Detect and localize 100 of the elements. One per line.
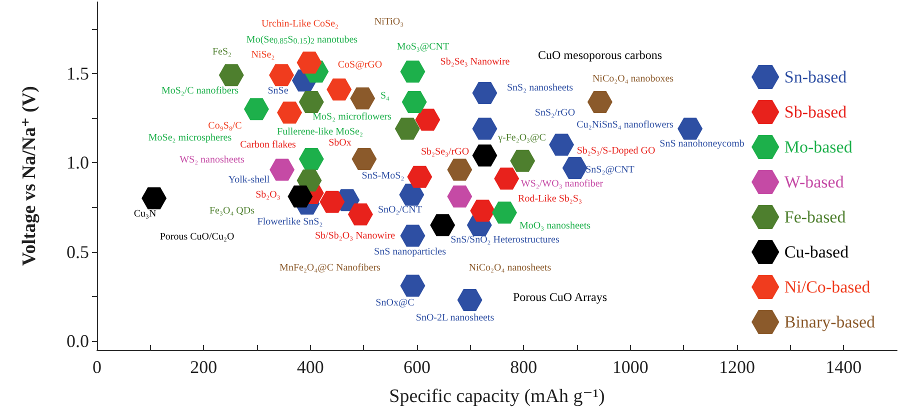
annotation: Cu₂NiSnS₄ nanoflowers	[576, 120, 674, 130]
legend-label: Cu-based	[784, 242, 850, 262]
annotation: Flowerlike SnS₂	[257, 216, 323, 228]
point	[326, 78, 352, 100]
point	[142, 187, 167, 210]
annotation: NiCo₂O₄ nanosheets	[468, 262, 552, 274]
point	[269, 64, 294, 86]
point	[218, 64, 244, 86]
annotation: MoO₃ nanosheets	[520, 220, 591, 232]
annotation: SnS nanoparticles	[374, 246, 446, 258]
annotation: Sb₂Se₃/rGO	[420, 146, 470, 158]
point	[394, 118, 420, 140]
annotation: MoS₃@CNT	[396, 42, 450, 52]
annotation: MnFe₂O₄@C Nanofibers	[280, 262, 381, 274]
point	[457, 289, 482, 312]
annotation: Fe₃O₄ QDs	[209, 206, 255, 216]
annotation: γ-Fe₂O₃@C	[497, 132, 546, 144]
annotation: Cu₃N	[134, 208, 156, 220]
annotation: MoSe₂ microspheres	[148, 132, 232, 144]
annotation: Sb₂O₃	[256, 190, 280, 200]
annotation: WS₂/WO₃ nanofiber	[520, 178, 604, 190]
legend-label: Ni/Co-based	[784, 278, 871, 296]
point	[562, 156, 588, 179]
annotation: Rod-Like Sb₂S₃	[518, 194, 582, 204]
point	[400, 224, 426, 247]
annotation: Sb/Sb₂O₃ Nanowire	[314, 230, 396, 242]
annotation: MoS₂ microflowers	[312, 112, 392, 122]
point	[494, 168, 520, 190]
point	[296, 169, 322, 192]
legend-label: Mo-based	[784, 138, 853, 156]
legend-label: Binary-based	[784, 312, 876, 332]
annotation: SnS₂ nanosheets	[507, 82, 574, 94]
annotation: NiTiO₃	[374, 16, 404, 28]
x-tick-label: 1000	[612, 357, 648, 377]
x-tick-label: 400	[296, 357, 324, 377]
annotation: SnSe	[268, 86, 289, 96]
point	[549, 134, 574, 156]
point	[402, 90, 427, 113]
annotation: SnS-MoS₂	[362, 170, 404, 182]
point	[244, 98, 269, 120]
x-tick-label: 1400	[826, 357, 862, 377]
annotation: S₄	[380, 90, 390, 102]
point	[296, 52, 322, 74]
legend-label: W-based	[784, 172, 844, 192]
annotation: SnS₂/rGO	[534, 108, 576, 118]
point	[288, 186, 313, 208]
annotation: SbOx	[328, 138, 352, 148]
annotation: Porous CuO/Cu₂O	[160, 232, 234, 242]
x-tick-label: 0	[92, 357, 102, 377]
point	[415, 108, 440, 131]
point	[400, 60, 426, 83]
annotation: Sb₂Se₃ Nanowire	[440, 56, 510, 68]
point	[270, 158, 295, 181]
point	[472, 82, 498, 104]
annotation: Porous CuO Arrays	[512, 290, 608, 304]
point	[320, 190, 345, 213]
point	[352, 148, 377, 170]
point	[470, 200, 496, 222]
annotation: WS₂ nanosheets	[180, 154, 245, 166]
y-tick-label: 1.0	[66, 152, 89, 173]
point	[447, 158, 472, 181]
point	[447, 186, 472, 208]
legend-label: Sn-based	[784, 68, 848, 86]
annotation: Mo(Se0.85S0.15)2 nanotubes	[246, 34, 358, 46]
annotation: SnS/SnO₂ Heterostructures	[450, 234, 560, 246]
annotation: CoS@rGO	[338, 60, 382, 70]
annotation: SnO-2L nanosheets	[416, 312, 494, 324]
point	[407, 166, 432, 188]
annotation: Yolk-shell	[228, 174, 270, 186]
legend-label: Sb-based	[784, 102, 848, 122]
point	[430, 214, 456, 236]
point	[400, 274, 426, 297]
point	[510, 150, 536, 172]
annotation: NiCo₂O₄ nanoboxes	[592, 74, 674, 84]
y-tick-label: 1.5	[66, 63, 89, 84]
y-axis-title: Voltage vs Na/Na⁺ (V)	[19, 86, 40, 266]
x-tick-label: 800	[510, 357, 538, 377]
annotation: Carbon flakes	[240, 140, 296, 150]
x-tick-label: 1200	[719, 357, 755, 377]
point	[350, 87, 376, 110]
annotation: SnS nanohoneycomb	[660, 138, 744, 150]
annotation: SnS₂@CNT	[586, 164, 634, 176]
x-axis-title: Specific capacity (mAh g⁻¹)	[389, 386, 605, 407]
annotation: Sb₂S₃/S-Doped GO	[576, 146, 656, 156]
point	[678, 118, 703, 140]
annotation: SnOx@C	[376, 298, 415, 308]
point	[492, 202, 517, 224]
annotation: Co₉S₈/C	[208, 120, 242, 132]
annotation: SnO₂/CNT	[378, 204, 422, 216]
annotation: FeS₂	[212, 46, 232, 58]
point	[298, 90, 324, 113]
annotation: Fullerene-like MoSe₂	[277, 126, 363, 138]
annotation: MoS₂/C nanofibers	[161, 86, 239, 96]
point	[587, 90, 612, 113]
point	[298, 148, 324, 170]
x-tick-label: 600	[404, 357, 430, 377]
point	[399, 184, 424, 206]
annotation: NiSe₂	[251, 50, 275, 60]
y-tick-label: 0.5	[66, 242, 89, 262]
annotation: Urchin-Like CoSe₂	[261, 18, 339, 30]
